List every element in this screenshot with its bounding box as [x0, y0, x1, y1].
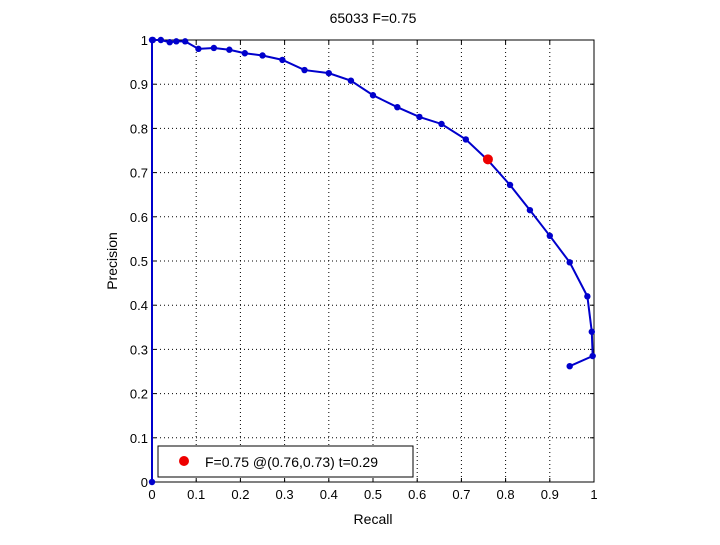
y-tick-label: 0.9 [130, 77, 148, 92]
data-point [566, 362, 573, 370]
legend-text: F=0.75 @(0.76,0.73) t=0.29 [205, 454, 378, 470]
grid-lines [152, 40, 594, 482]
data-point [347, 77, 355, 84]
data-point [584, 293, 591, 300]
data-point [416, 113, 423, 121]
x-tick-label: 0.1 [187, 487, 205, 502]
x-tick-label: 1 [590, 487, 597, 502]
data-point [279, 56, 286, 64]
y-axis-label: Precision [104, 232, 120, 290]
data-point [173, 38, 180, 45]
data-point [589, 352, 596, 360]
data-point [210, 44, 218, 52]
y-tick-label: 0.7 [130, 166, 148, 181]
data-point [226, 46, 233, 53]
x-tick-label: 0.7 [452, 487, 470, 502]
legend: F=0.75 @(0.76,0.73) t=0.29 [157, 445, 414, 478]
data-point [241, 50, 249, 57]
x-tick-label: 0.3 [276, 487, 294, 502]
data-point [438, 120, 445, 128]
y-tick-label: 1 [141, 33, 148, 48]
y-tick-label: 0.1 [130, 431, 148, 446]
y-tick-label: 0 [141, 475, 148, 490]
x-tick-label: 0.6 [408, 487, 426, 502]
y-tick-label: 0.4 [130, 298, 148, 313]
x-tick-label: 0.9 [541, 487, 559, 502]
data-point [506, 181, 514, 189]
data-point [394, 103, 401, 111]
y-tick-label: 0.8 [130, 121, 148, 136]
data-point [259, 52, 266, 59]
data-point [301, 66, 308, 74]
data-point [157, 36, 165, 44]
data-point [325, 69, 332, 77]
data-point [195, 45, 202, 53]
data-point [181, 38, 189, 45]
series-layer [148, 36, 596, 486]
data-point [149, 36, 157, 44]
data-point [526, 206, 534, 214]
data-point [566, 259, 573, 266]
x-tick-label: 0.8 [497, 487, 515, 502]
x-axis-label: Recall [354, 511, 393, 527]
data-point [166, 39, 173, 46]
data-point [588, 328, 595, 335]
y-tick-label: 0.3 [130, 342, 148, 357]
y-tick-label: 0.5 [130, 254, 148, 269]
best-f-point [482, 154, 493, 165]
chart-title: 65033 F=0.75 [330, 10, 417, 26]
data-point [369, 92, 377, 99]
x-tick-label: 0.5 [364, 487, 382, 502]
legend-marker [179, 456, 189, 466]
axis-ticks: 0 0.1 0.2 0.3 0.4 0.5 0.6 0.7 0.8 0.9 1 0 0.1 0.2 0.3 0… [130, 33, 598, 502]
x-tick-label: 0.4 [320, 487, 338, 502]
legend-box [157, 445, 414, 478]
data-point [462, 136, 470, 143]
y-tick-label: 0.2 [130, 387, 148, 402]
data-point [148, 478, 156, 486]
data-point [546, 232, 553, 240]
x-tick-label: 0 [148, 487, 155, 502]
x-tick-label: 0.2 [231, 487, 249, 502]
y-tick-label: 0.6 [130, 210, 148, 225]
